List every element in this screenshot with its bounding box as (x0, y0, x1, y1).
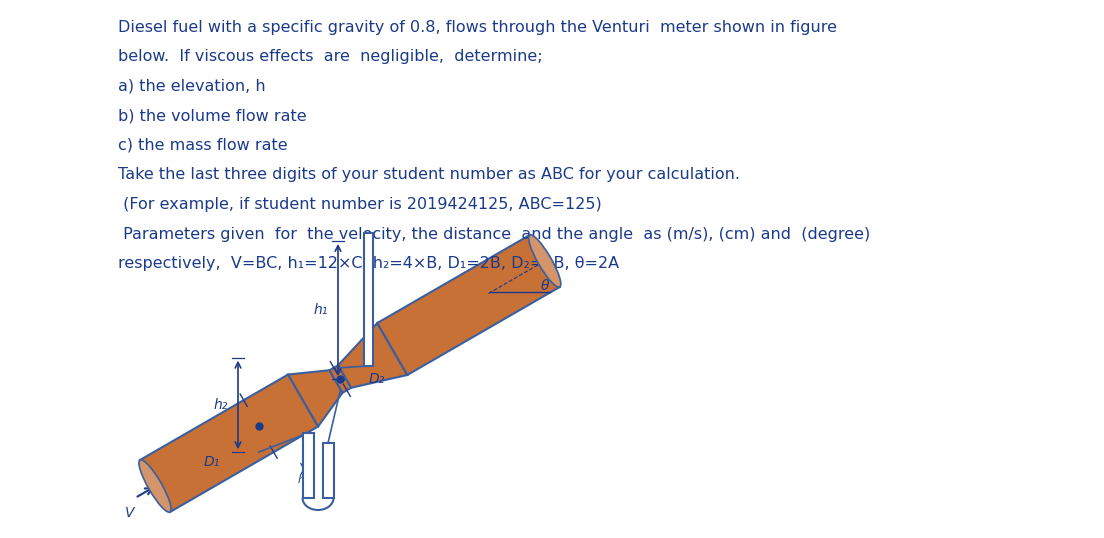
Bar (304, 456, 312, 498)
Text: h: h (298, 475, 305, 485)
Text: V: V (125, 506, 135, 520)
Bar (364, 255, 372, 262)
Polygon shape (140, 374, 318, 512)
Text: h₁: h₁ (314, 303, 328, 317)
Bar (302, 433, 314, 498)
Text: below.  If viscous effects  are  negligible,  determine;: below. If viscous effects are negligible… (118, 49, 543, 65)
Text: respectively,  V=BC, h₁=12×C, h₂=4×B, D₁=2B, D₂=1B, θ=2A: respectively, V=BC, h₁=12×C, h₂=4×B, D₁=… (118, 256, 619, 271)
Text: Diesel fuel with a specific gravity of 0.8, flows through the Venturi  meter sho: Diesel fuel with a specific gravity of 0… (118, 20, 837, 35)
Ellipse shape (529, 235, 561, 287)
Text: a) the elevation, h: a) the elevation, h (118, 79, 266, 94)
Bar (323, 466, 332, 472)
Polygon shape (329, 365, 351, 393)
Ellipse shape (139, 460, 171, 512)
Bar (364, 257, 372, 366)
Text: Take the last three digits of your student number as ABC for your calculation.: Take the last three digits of your stude… (118, 167, 740, 182)
Bar (322, 443, 333, 498)
Polygon shape (338, 323, 407, 388)
Text: c) the mass flow rate: c) the mass flow rate (118, 138, 288, 153)
Text: D₁: D₁ (203, 455, 220, 469)
Text: b) the volume flow rate: b) the volume flow rate (118, 109, 307, 124)
Text: (For example, if student number is 2019424125, ABC=125): (For example, if student number is 20194… (118, 197, 602, 212)
Polygon shape (378, 235, 560, 375)
Bar (363, 233, 372, 366)
Text: D₂: D₂ (369, 372, 384, 386)
Polygon shape (288, 370, 342, 427)
Text: h₂: h₂ (214, 398, 229, 412)
Text: θ: θ (541, 279, 549, 293)
Bar (323, 470, 332, 498)
Text: Parameters given  for  the velocity, the distance  and the angle  as (m/s), (cm): Parameters given for the velocity, the d… (118, 226, 870, 242)
